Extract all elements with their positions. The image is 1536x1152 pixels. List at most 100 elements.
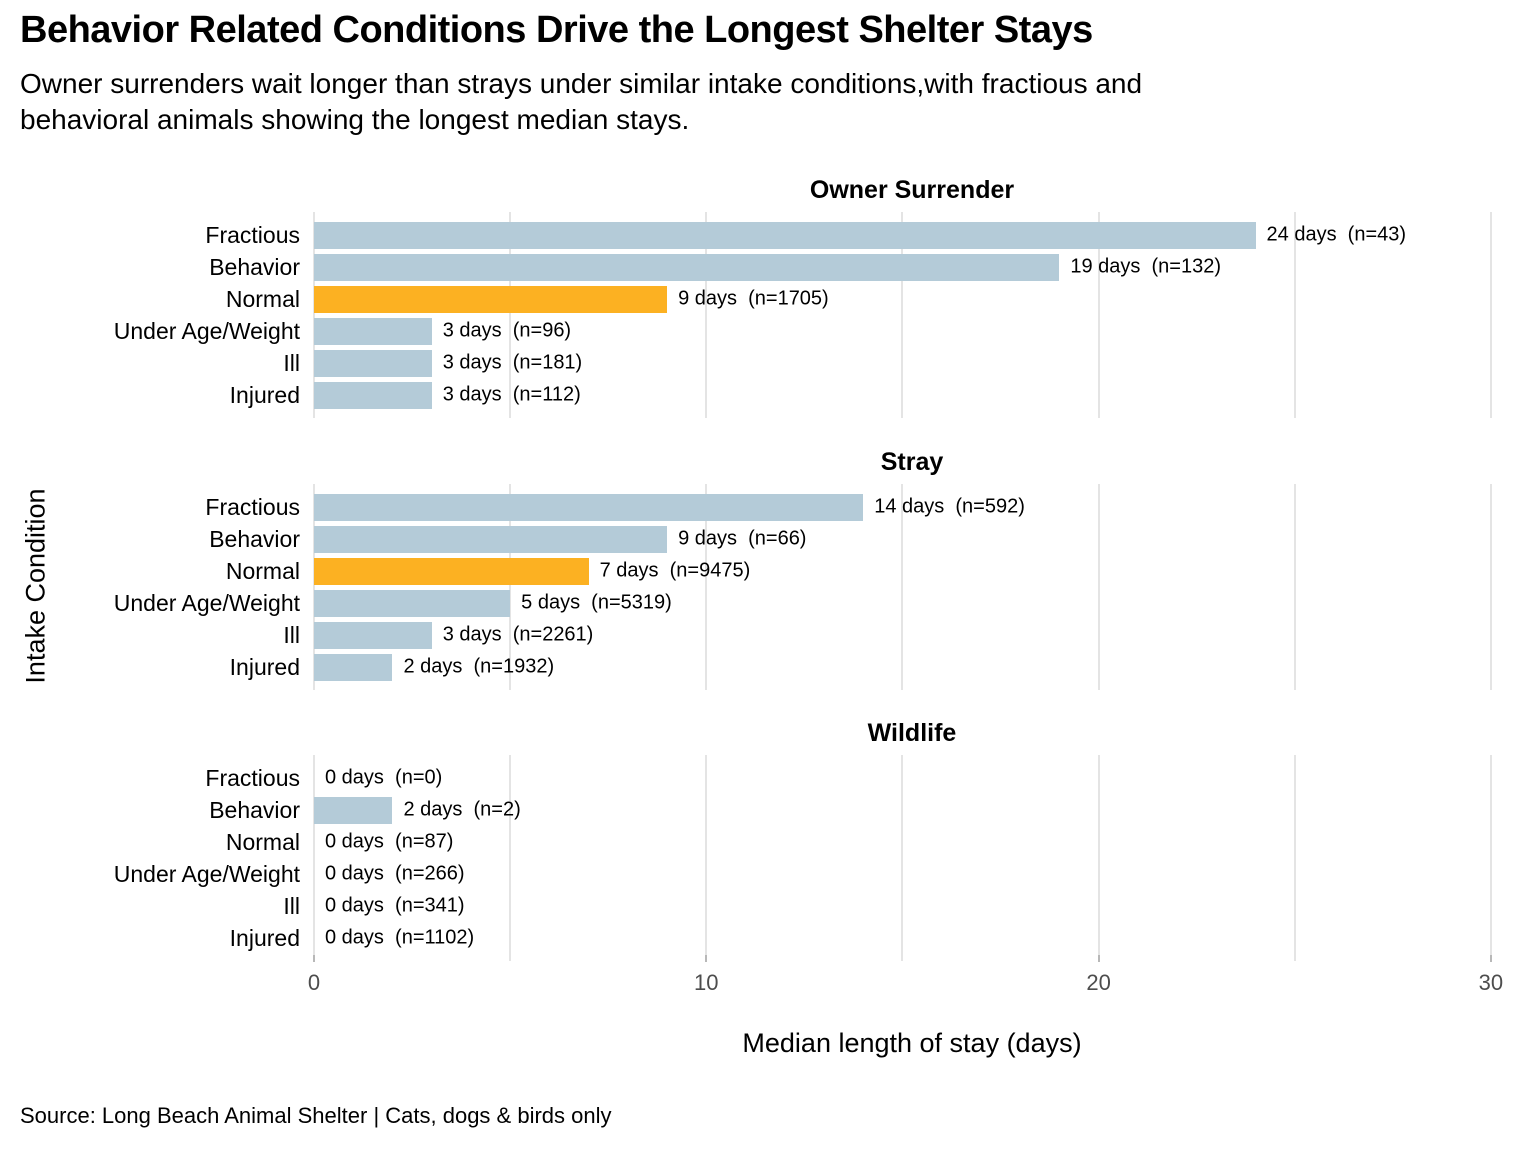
row-panel: 0 days (n=87) — [314, 826, 1510, 858]
row-panel: 0 days (n=266) — [314, 858, 1510, 890]
facet-title-owner-surrender: Owner Surrender — [809, 176, 1015, 204]
category-label: Fractious — [205, 493, 300, 520]
row-panel: 7 days (n=9475) — [314, 555, 1510, 587]
category-label: Fractious — [205, 221, 300, 248]
gridline-10 — [705, 755, 708, 961]
category-label: Fractious — [205, 764, 300, 791]
gridlines — [313, 755, 1510, 961]
bar-value-label: 24 days (n=43) — [1266, 223, 1407, 246]
subtitle-line-2: behavioral animals showing the longest m… — [20, 104, 690, 135]
category-label: Behavior — [209, 253, 300, 280]
chart-title: Behavior Related Conditions Drive the Lo… — [20, 9, 1093, 51]
bar — [314, 653, 393, 681]
gridline-15 — [901, 212, 904, 418]
gridline-20 — [1097, 755, 1100, 961]
bar — [314, 381, 432, 409]
bar-row-behavior: Behavior 19 days (n=132) — [20, 251, 1516, 283]
category-label: Ill — [283, 892, 300, 919]
gridline-5 — [509, 212, 512, 418]
gridline-10 — [705, 484, 708, 690]
bar-row-behavior: Behavior 2 days (n=2) — [20, 794, 1516, 826]
bar-row-behavior: Behavior 9 days (n=66) — [20, 523, 1516, 555]
bar — [314, 349, 432, 377]
row-panel: 9 days (n=1705) — [314, 283, 1510, 315]
gridline-0 — [313, 755, 315, 961]
gridline-10 — [705, 212, 708, 418]
bar-row-injured: Injured 3 days (n=112) — [20, 379, 1516, 411]
bar-row-under-age-weight: Under Age/Weight 3 days (n=96) — [20, 315, 1516, 347]
row-panel: 14 days (n=592) — [314, 491, 1510, 523]
x-axis: 0 10 20 30 — [308, 954, 1510, 996]
category-label: Behavior — [209, 525, 300, 552]
category-label: Under Age/Weight — [113, 589, 300, 616]
bar-row-fractious: Fractious 14 days (n=592) — [20, 491, 1516, 523]
gridline-25 — [1293, 755, 1296, 961]
bar-row-injured: Injured 0 days (n=1102) — [20, 922, 1516, 954]
bar-row-under-age-weight: Under Age/Weight 0 days (n=266) — [20, 858, 1516, 890]
row-panel: 19 days (n=132) — [314, 251, 1510, 283]
gridline-25 — [1293, 484, 1296, 690]
subtitle-line-1: Owner surrenders wait longer than strays… — [20, 68, 1143, 99]
bar — [314, 221, 1256, 249]
gridline-0 — [313, 212, 315, 418]
facet-wildlife: Wildlife Fractious 0 days (n=0) Behavior 2 d… — [20, 719, 1516, 961]
tick-mark-10 — [705, 955, 708, 962]
facet-rows: Fractious 14 days (n=592) Behavior 9 days (… — [20, 484, 1516, 690]
bar-row-normal: Normal 0 days (n=87) — [20, 826, 1516, 858]
row-panel: 3 days (n=181) — [314, 347, 1510, 379]
bar-row-injured: Injured 2 days (n=1932) — [20, 651, 1516, 683]
category-label: Under Age/Weight — [113, 317, 300, 344]
bar — [314, 621, 432, 649]
gridline-30 — [1489, 484, 1492, 690]
highlight-bar — [314, 557, 589, 585]
tick-mark-20 — [1097, 955, 1100, 962]
facet-stray: Stray Fractious 14 days (n=592) Behavior 9 d… — [20, 448, 1516, 690]
gridline-0 — [313, 484, 315, 690]
gridline-20 — [1097, 212, 1100, 418]
bar-value-label: 9 days (n=66) — [678, 527, 807, 550]
tick-label-0: 0 — [307, 970, 321, 995]
bar-row-ill: Ill 3 days (n=181) — [20, 347, 1516, 379]
facet-panels: Owner Surrender Fractious 24 days (n=43) Be… — [20, 176, 1516, 961]
bar-value-label: 14 days (n=592) — [874, 495, 1025, 518]
facet-title-stray: Stray — [880, 448, 944, 476]
tick-mark-30 — [1489, 955, 1492, 962]
bar-value-label: 3 days (n=112) — [442, 383, 581, 406]
row-panel: 0 days (n=1102) — [314, 922, 1510, 954]
bar-value-label: 0 days (n=1102) — [325, 926, 475, 949]
gridline-30 — [1489, 212, 1492, 418]
row-panel: 5 days (n=5319) — [314, 587, 1510, 619]
bar-value-label: 19 days (n=132) — [1070, 255, 1222, 278]
bar-value-label: 0 days (n=0) — [325, 766, 443, 789]
row-panel: 3 days (n=112) — [314, 379, 1510, 411]
gridlines — [313, 484, 1510, 690]
facet-owner-surrender: Owner Surrender Fractious 24 days (n=43) Be… — [20, 176, 1516, 418]
category-label: Ill — [283, 621, 300, 648]
gridline-15 — [901, 484, 904, 690]
row-panel: 0 days (n=0) — [314, 762, 1510, 794]
bar-row-under-age-weight: Under Age/Weight 5 days (n=5319) — [20, 587, 1516, 619]
bar-value-label: 0 days (n=266) — [325, 862, 465, 885]
bar-row-normal: Normal 7 days (n=9475) — [20, 555, 1516, 587]
tick-label-20: 20 — [1086, 970, 1111, 995]
facet-title-wildlife: Wildlife — [867, 719, 957, 747]
bar — [314, 796, 393, 824]
bar-value-label: 3 days (n=2261) — [442, 623, 594, 646]
category-label: Normal — [225, 285, 300, 312]
bar-value-label: 3 days (n=181) — [442, 351, 583, 374]
row-panel: 24 days (n=43) — [314, 219, 1510, 251]
bar-value-label: 7 days (n=9475) — [599, 559, 751, 582]
bar — [314, 589, 511, 617]
row-panel: 9 days (n=66) — [314, 523, 1510, 555]
category-label: Under Age/Weight — [113, 860, 300, 887]
bar-row-ill: Ill 0 days (n=341) — [20, 890, 1516, 922]
bar — [314, 317, 432, 345]
facet-rows: Fractious 0 days (n=0) Behavior 2 days (n=2… — [20, 755, 1516, 961]
bar-row-fractious: Fractious 0 days (n=0) — [20, 762, 1516, 794]
tick-mark-0 — [313, 955, 315, 962]
tick-label-10: 10 — [694, 970, 719, 995]
category-label: Injured — [229, 924, 300, 951]
gridline-30 — [1489, 755, 1492, 961]
row-panel: 3 days (n=2261) — [314, 619, 1510, 651]
category-label: Behavior — [209, 796, 300, 823]
